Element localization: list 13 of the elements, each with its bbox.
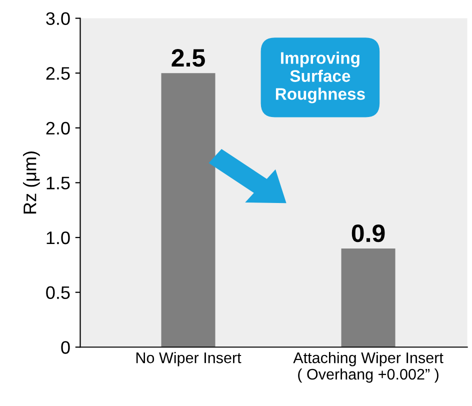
y-tick-label: 1.5 bbox=[46, 176, 70, 190]
y-tick-label: 0 bbox=[61, 341, 70, 354]
y-tick-label: 1.0 bbox=[46, 231, 70, 244]
y-axis-title: Rz (μm) bbox=[23, 152, 40, 214]
x-tick-label: No Wiper Insert bbox=[136, 352, 242, 366]
y-tick-label: 3.0 bbox=[46, 12, 70, 25]
x-tick-label: Attaching Wiper Insert ( Overhang +0.002” ) bbox=[293, 352, 444, 383]
y-tick-label: 0.5 bbox=[46, 286, 70, 300]
annotation: Improving Surface Roughness bbox=[276, 52, 365, 104]
y-tick-label: 2.5 bbox=[46, 67, 70, 80]
data-label: 2.5 bbox=[172, 49, 205, 67]
data-label: 0.9 bbox=[352, 224, 385, 242]
y-tick-label: 2.0 bbox=[46, 122, 70, 135]
